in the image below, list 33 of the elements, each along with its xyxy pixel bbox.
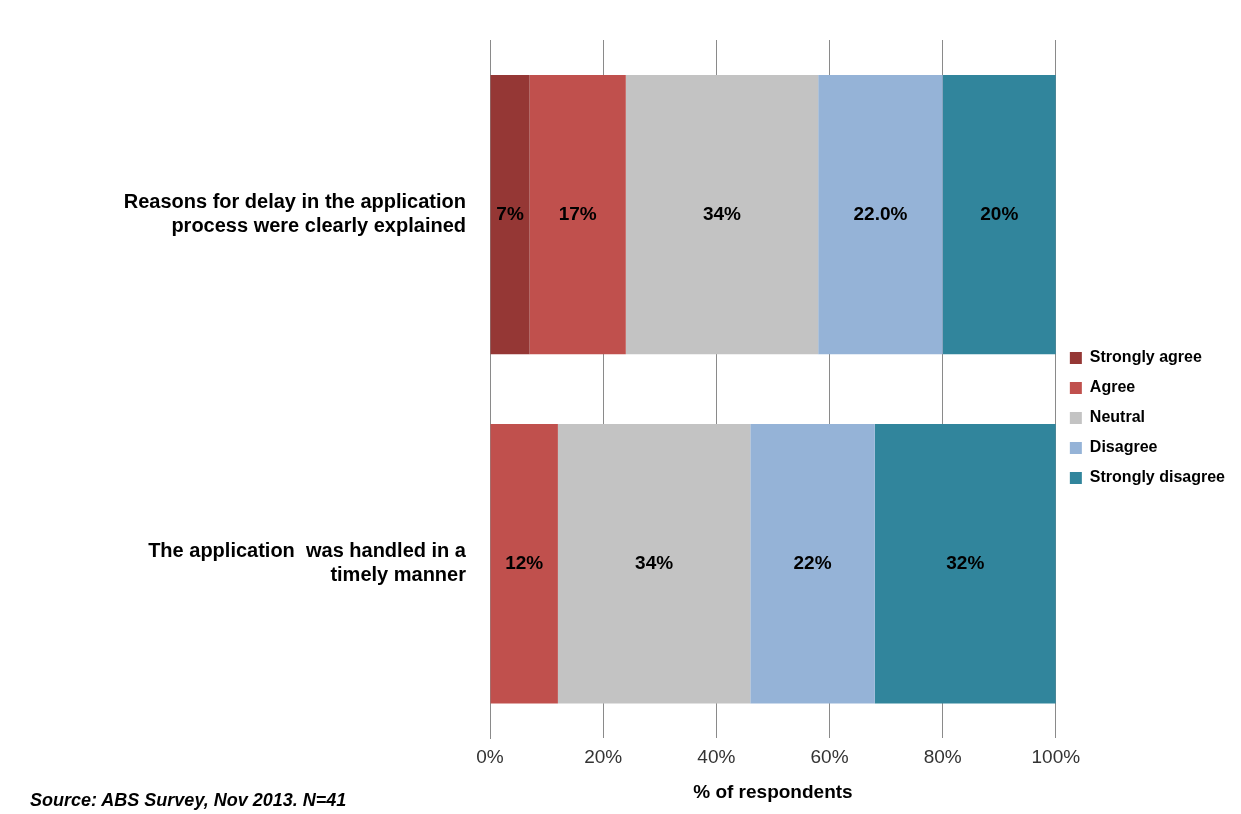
y-tick-label: Reasons for delay in the application process were clearly explained	[123, 190, 466, 237]
x-tick-label: 60%	[810, 746, 849, 768]
data-label: 32%	[946, 552, 985, 574]
bar	[750, 424, 875, 704]
x-tick-label: 0%	[476, 746, 504, 768]
data-label: 22%	[793, 552, 832, 574]
x-axis-title: % of respondents	[693, 780, 853, 802]
data-label: 12%	[505, 552, 544, 574]
y-tick-label: The application was handled in a timely manner	[148, 539, 467, 586]
source-note: Source: ABS Survey, Nov 2013. N=41	[30, 789, 347, 810]
data-label: 7%	[496, 202, 524, 224]
data-label: 17%	[558, 202, 597, 224]
x-tick-label: 100%	[1031, 746, 1081, 768]
legend-label: Agree	[1089, 378, 1136, 396]
bar	[557, 424, 751, 704]
legend-label: Strongly agree	[1089, 348, 1202, 366]
x-tick-label: 80%	[923, 746, 962, 768]
bar	[874, 424, 1056, 704]
bar	[529, 74, 626, 355]
bar	[818, 74, 943, 355]
data-label: 20%	[980, 202, 1019, 224]
data-label: 34%	[635, 552, 674, 574]
bar	[942, 74, 1056, 355]
bar	[625, 74, 819, 355]
legend-label: Disagree	[1089, 438, 1158, 456]
data-label: 34%	[702, 202, 742, 224]
x-tick-label: 40%	[697, 746, 736, 768]
legend-label: Neutral	[1089, 408, 1145, 426]
bar	[490, 424, 558, 704]
data-label: 22.0%	[853, 202, 908, 224]
bar	[490, 74, 530, 355]
legend-label: Strongly disagree	[1089, 468, 1226, 486]
x-tick-label: 20%	[584, 746, 623, 768]
